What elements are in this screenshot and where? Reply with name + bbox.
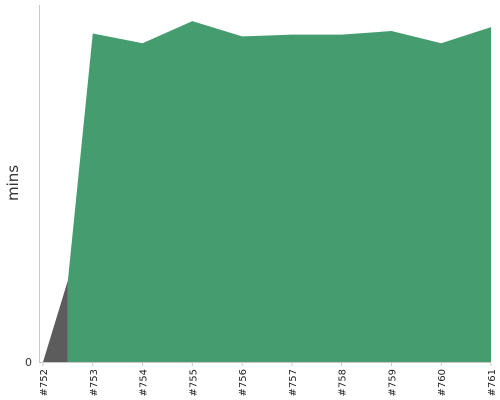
x-tick-label: #755 [188,369,199,396]
x-tick-label: #754 [139,369,150,396]
x-tick-label: #760 [437,369,448,396]
x-axis-ticks: #752 #753 #754 #755 #756 #757 #758 #759 #760 #761 [39,362,498,396]
x-tick-label: #761 [487,369,498,396]
x-tick-label: #752 [39,369,50,396]
plot-area [43,21,491,362]
x-tick-label: #753 [89,369,100,396]
x-tick-label: #759 [387,369,398,396]
y-axis-ticks: 0 [25,356,32,369]
y-axis-title: mins [4,165,22,201]
area-series-1 [43,280,68,362]
y-tick-label: 0 [25,356,32,369]
x-tick-label: #758 [338,369,349,396]
x-tick-label: #756 [238,369,249,396]
x-tick-label: #757 [288,369,299,396]
area-series-2 [67,21,491,362]
